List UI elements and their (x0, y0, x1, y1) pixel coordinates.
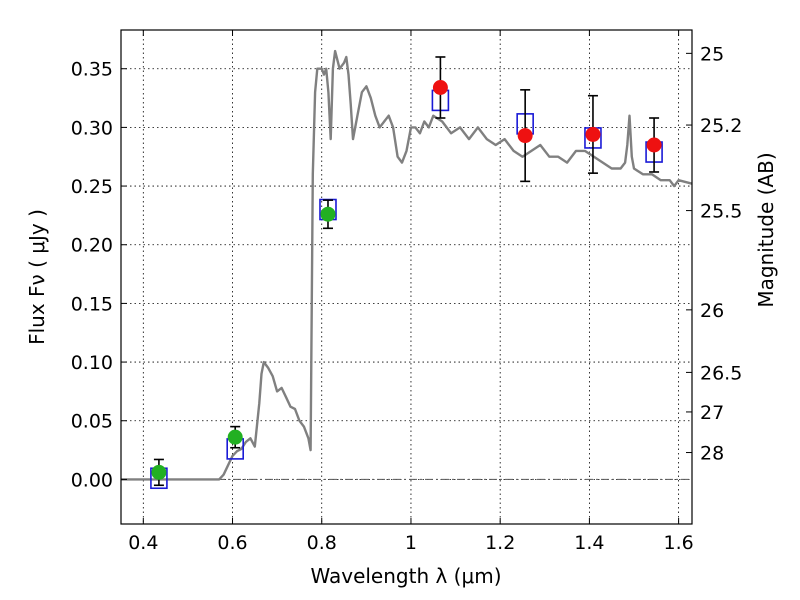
right-tick-label: 26.5 (700, 362, 742, 384)
x-tick-label: 0.4 (128, 532, 158, 554)
y-tick-label: 0.15 (71, 293, 113, 315)
tick-layer (121, 30, 692, 524)
y-tick-label: 0.30 (71, 117, 113, 139)
plot-frame (120, 29, 693, 525)
y-tick-label: 0.35 (71, 59, 113, 81)
tick-label-layer: 0.4 0.6 0.8 1 1.2 1.4 1.6 0.00 0.05 0.10 0.15 0.20 0… (71, 43, 743, 554)
right-tick-label: 28 (700, 443, 724, 465)
grid-layer (121, 30, 692, 524)
y-tick-label: 0.20 (71, 235, 113, 257)
x-axis-title: Wavelength λ (μm) (310, 564, 501, 588)
y-tick-label: 0.25 (71, 176, 113, 198)
y-tick-label: 0.10 (71, 352, 113, 374)
right-tick-label: 26 (700, 300, 724, 322)
y-tick-label: 0.05 (71, 411, 113, 433)
x-tick-label: 1.6 (664, 532, 694, 554)
nir-photometry-point (517, 128, 533, 144)
model-spectrum-line (121, 49, 693, 481)
x-tick-label: 1.2 (485, 532, 515, 554)
x-tick-label: 1 (405, 532, 417, 554)
right-tick-label: 25.5 (700, 201, 742, 223)
x-tick-label: 1.4 (574, 532, 604, 554)
x-tick-label: 0.8 (307, 532, 337, 554)
right-tick-label: 25.2 (700, 115, 742, 137)
right-axis-title: Magnitude (AB) (754, 152, 778, 307)
right-tick-label: 25 (700, 43, 724, 65)
nir-photometry-point (585, 126, 601, 142)
right-tick-label: 27 (700, 402, 724, 424)
optical-photometry-point (320, 206, 336, 222)
y-axis-title: Flux Fν ( μJy ) (25, 209, 49, 345)
optical-photometry-point (151, 464, 167, 480)
nir-photometry-point (432, 79, 448, 95)
data-points-layer (150, 56, 663, 490)
x-tick-label: 0.6 (217, 532, 247, 554)
nir-photometry-point (646, 137, 662, 153)
optical-photometry-point (227, 429, 243, 445)
y-tick-label: 0.00 (71, 469, 113, 491)
model-spectrum-layer (121, 49, 693, 481)
